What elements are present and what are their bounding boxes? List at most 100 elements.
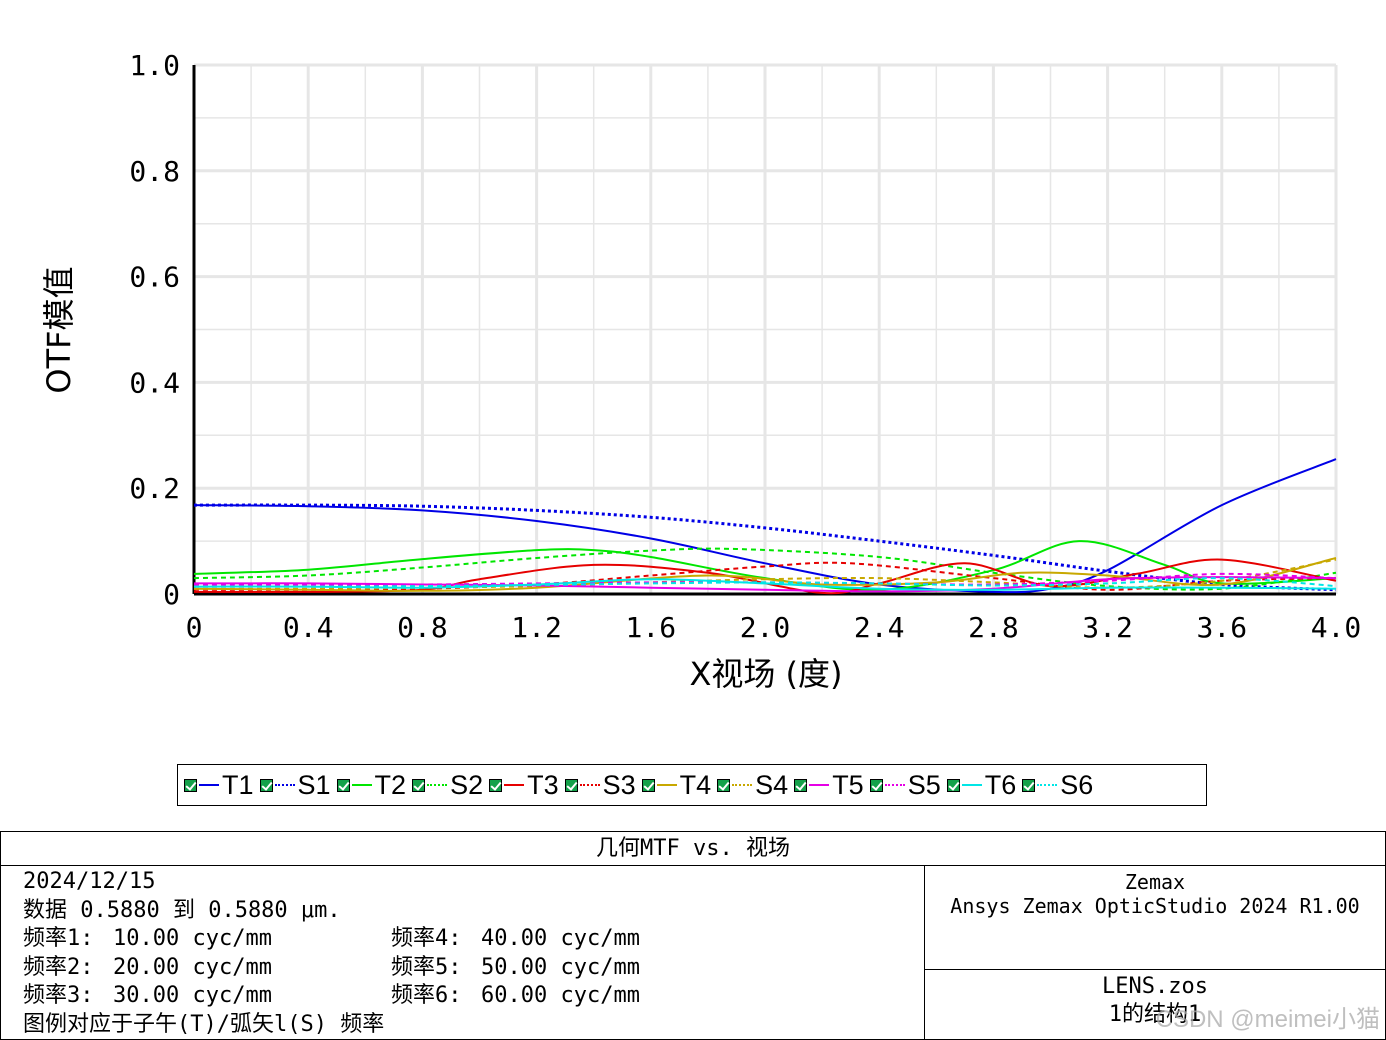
legend-item-t5[interactable]: T5 bbox=[794, 770, 864, 801]
legend-item-s3[interactable]: S3 bbox=[564, 769, 636, 801]
legend-line-swatch bbox=[274, 784, 295, 786]
legend-item-s6[interactable]: S6 bbox=[1022, 770, 1093, 801]
legend-line-swatch bbox=[579, 784, 600, 786]
x-tick-label: 0 bbox=[186, 611, 203, 644]
frequency-cell: 频率3: bbox=[23, 983, 94, 1008]
y-tick-label: 0.8 bbox=[129, 155, 180, 188]
legend-label: S3 bbox=[602, 769, 636, 800]
x-tick-label: 3.6 bbox=[1197, 611, 1248, 644]
frequency-cell: 40.00 cyc/mm bbox=[481, 926, 640, 951]
legend-item-s2[interactable]: S2 bbox=[412, 770, 483, 801]
checkbox-icon[interactable] bbox=[259, 778, 273, 792]
legend-line-swatch bbox=[504, 784, 525, 786]
legend-label: T4 bbox=[679, 769, 712, 800]
y-tick-label: 0.6 bbox=[129, 261, 180, 294]
checkbox-icon[interactable] bbox=[946, 778, 960, 792]
y-tick-label: 0.4 bbox=[129, 366, 180, 399]
legend-item-s4[interactable]: S4 bbox=[717, 770, 788, 801]
chart-series bbox=[193, 458, 1337, 595]
checkbox-icon[interactable] bbox=[412, 778, 426, 792]
frequency-cell: 20.00 cyc/mm bbox=[113, 954, 272, 980]
frequency-cell: 频率5: bbox=[391, 954, 462, 980]
x-tick-label: 3.2 bbox=[1082, 611, 1133, 644]
legend-item-t4[interactable]: T4 bbox=[641, 769, 712, 801]
legend-line-swatch bbox=[961, 784, 982, 786]
checkbox-icon[interactable] bbox=[489, 778, 503, 792]
y-tick-label: 0 bbox=[163, 578, 180, 611]
legend-label: S2 bbox=[450, 769, 484, 800]
date-text: 2024/12/15 bbox=[23, 869, 156, 894]
checkbox-icon[interactable] bbox=[336, 778, 350, 792]
frequency-row: 频率1: 10.00 cyc/mm 频率4: 40.00 cyc/mm bbox=[23, 925, 640, 954]
file-info: LENS.zos 1的结构1 bbox=[924, 970, 1385, 1039]
legend-item-t1[interactable]: T1 bbox=[184, 770, 254, 801]
frequency-cell: 频率6: bbox=[391, 983, 462, 1008]
legend-item-s1[interactable]: S1 bbox=[259, 769, 331, 801]
analysis-title: 几何MTF vs. 视场 bbox=[1, 832, 1385, 866]
legend-item-s5[interactable]: S5 bbox=[869, 769, 941, 801]
legend-note-text: 图例对应于子午(T)/弧矢l(S) 频率 bbox=[23, 1011, 385, 1037]
legend-label: T5 bbox=[832, 769, 864, 800]
configuration-text: 1的结构1 bbox=[1108, 1002, 1202, 1027]
x-tick-label: 4.0 bbox=[1311, 611, 1362, 644]
analysis-details: 2024/12/15 数据 0.5880 到 0.5880 μm. 频率1: 10… bbox=[23, 868, 640, 1039]
software-version: Ansys Zemax OpticStudio 2024 R1.00 bbox=[950, 894, 1360, 918]
x-axis-ticks: 0 0.4 0.8 1.2 1.6 2.0 2.4 2.8 3.2 3.6 4.0 bbox=[186, 611, 1362, 644]
series-line-t1 bbox=[193, 458, 1337, 594]
frequency-row: 频率2: 20.00 cyc/mm 频率5: 50.00 cyc/mm bbox=[23, 954, 640, 983]
company-name: Zemax bbox=[1124, 870, 1186, 894]
wavelength-range-text: 数据 0.5880 到 0.5880 μm. bbox=[23, 897, 341, 923]
checkbox-icon[interactable] bbox=[1022, 778, 1036, 792]
checkbox-icon[interactable] bbox=[564, 778, 578, 792]
legend-line-swatch bbox=[809, 784, 830, 786]
checkbox-icon[interactable] bbox=[641, 778, 655, 792]
y-tick-label: 0.2 bbox=[129, 472, 180, 505]
info-panel: 几何MTF vs. 视场 2024/12/15 数据 0.5880 到 0.58… bbox=[0, 831, 1386, 1040]
legend-item-t3[interactable]: T3 bbox=[489, 770, 559, 801]
legend-line-swatch bbox=[427, 784, 448, 786]
chart-grid bbox=[192, 63, 1338, 596]
frequency-row: 频率3: 30.00 cyc/mm 频率6: 60.00 cyc/mm bbox=[23, 982, 640, 1011]
legend-label: S4 bbox=[755, 769, 789, 800]
frequency-cell: 60.00 cyc/mm bbox=[481, 983, 640, 1008]
series-line-s1 bbox=[193, 503, 1337, 592]
checkbox-icon[interactable] bbox=[717, 778, 731, 792]
series-line-s3 bbox=[193, 561, 1337, 591]
series-line-s6 bbox=[193, 577, 1337, 588]
mtf-chart: 0 0.4 0.8 1.2 1.6 2.0 2.4 2.8 3.2 3.6 4.0 00.20.40… bbox=[40, 49, 1362, 693]
x-tick-label: 2.4 bbox=[854, 611, 905, 644]
frequency-cell: 10.00 cyc/mm bbox=[113, 926, 272, 951]
y-axis-title: OTF模值 bbox=[40, 266, 78, 393]
file-name: LENS.zos bbox=[1102, 974, 1208, 999]
legend-label: T2 bbox=[374, 769, 407, 800]
legend-item-t6[interactable]: T6 bbox=[946, 769, 1017, 801]
checkbox-icon[interactable] bbox=[794, 778, 808, 792]
series-line-s2 bbox=[193, 547, 1337, 591]
legend-line-swatch bbox=[884, 784, 905, 786]
legend-line-swatch bbox=[1037, 784, 1058, 786]
chart-legend: T1 S1 T2 S2 T3 S3 T4 S4 T5 S5 T6 S6 bbox=[177, 764, 1207, 806]
legend-label: T1 bbox=[222, 769, 254, 800]
x-tick-label: 0.8 bbox=[397, 611, 448, 644]
legend-label: S5 bbox=[907, 769, 941, 800]
legend-label: T6 bbox=[984, 769, 1017, 800]
x-tick-label: 1.6 bbox=[626, 611, 677, 644]
x-tick-label: 2.0 bbox=[740, 611, 791, 644]
y-axis-ticks: 0 0.2 0.4 0.6 0.8 1.0 bbox=[129, 49, 180, 611]
frequency-cell: 30.00 cyc/mm bbox=[113, 983, 272, 1008]
frequency-list: 频率1: 10.00 cyc/mm 频率4: 40.00 cyc/mm 频率2: 20.0… bbox=[23, 925, 640, 1011]
legend-label: S6 bbox=[1060, 769, 1094, 800]
legend-line-swatch bbox=[656, 784, 677, 786]
legend-label: S1 bbox=[297, 769, 331, 800]
x-tick-label: 2.8 bbox=[968, 611, 1019, 644]
frequency-cell: 频率2: bbox=[23, 954, 94, 980]
checkbox-icon[interactable] bbox=[184, 778, 197, 792]
legend-label: T3 bbox=[527, 769, 559, 800]
frequency-cell: 频率1: bbox=[23, 926, 94, 951]
legend-item-t2[interactable]: T2 bbox=[336, 769, 407, 801]
checkbox-icon[interactable] bbox=[869, 778, 883, 792]
x-axis-title: X视场 (度) bbox=[689, 655, 842, 693]
frequency-cell: 50.00 cyc/mm bbox=[481, 954, 640, 980]
software-info: Zemax Ansys Zemax OpticStudio 2024 R1.00 bbox=[924, 866, 1385, 970]
frequency-cell: 频率4: bbox=[391, 926, 462, 951]
